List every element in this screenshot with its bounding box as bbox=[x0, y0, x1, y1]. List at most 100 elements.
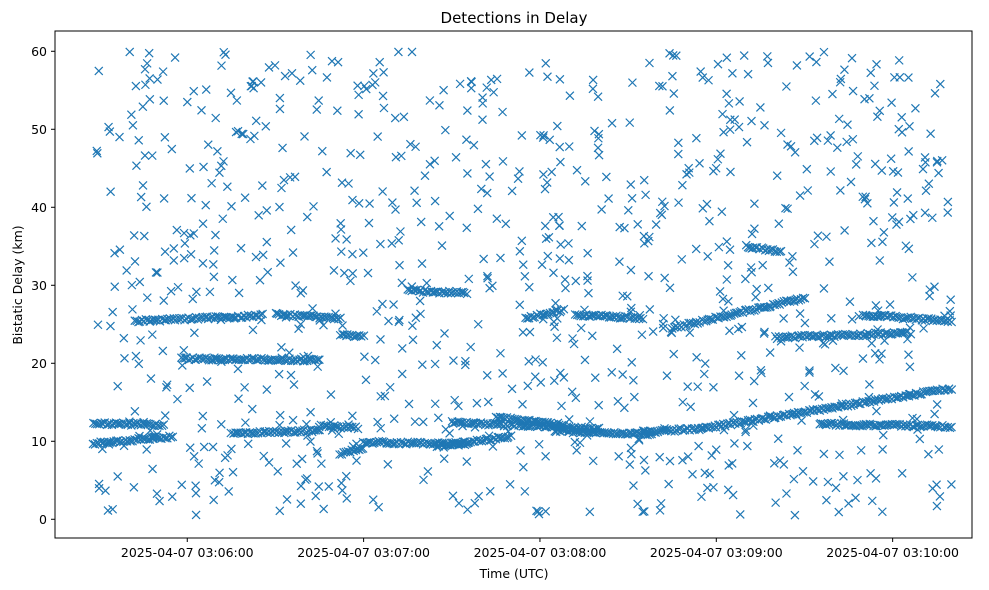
detection-point bbox=[169, 244, 179, 253]
detection-point bbox=[379, 67, 389, 77]
detection-point bbox=[359, 352, 369, 362]
detection-point bbox=[236, 243, 246, 253]
detection-point bbox=[648, 327, 658, 336]
detection-point bbox=[826, 130, 836, 140]
detection-point bbox=[338, 321, 347, 331]
detection-point bbox=[892, 220, 901, 230]
detection-point bbox=[417, 259, 427, 269]
detection-point bbox=[555, 74, 565, 84]
detection-point bbox=[233, 364, 243, 374]
detection-point bbox=[492, 214, 502, 224]
detection-point bbox=[683, 382, 693, 391]
detection-point bbox=[594, 129, 604, 139]
x-tick-label: 2025-04-07 03:08:00 bbox=[474, 545, 607, 560]
detection-point bbox=[892, 187, 902, 197]
detection-point bbox=[935, 79, 945, 89]
detection-point bbox=[747, 229, 757, 239]
detection-point bbox=[861, 192, 871, 202]
detection-point bbox=[686, 402, 696, 412]
detection-point bbox=[459, 288, 469, 298]
y-axis-label: Bistatic Delay (km) bbox=[10, 225, 25, 344]
detection-point bbox=[179, 345, 189, 355]
detection-point bbox=[822, 495, 831, 505]
y-axis: 0 10 20 30 40 50 60 bbox=[31, 44, 55, 527]
detection-point bbox=[324, 482, 334, 491]
detection-point bbox=[897, 127, 907, 137]
detection-point bbox=[138, 181, 148, 190]
detection-point bbox=[704, 75, 713, 85]
detection-point bbox=[568, 334, 577, 343]
detection-point bbox=[699, 369, 709, 379]
detection-point bbox=[723, 296, 733, 306]
detection-point bbox=[391, 205, 400, 215]
detection-point bbox=[429, 287, 439, 297]
detection-point bbox=[507, 384, 517, 394]
detection-point bbox=[878, 445, 888, 454]
detection-point bbox=[784, 392, 794, 402]
detection-point bbox=[583, 248, 593, 258]
detection-point bbox=[185, 383, 195, 393]
detection-point bbox=[113, 472, 123, 481]
detection-point bbox=[166, 286, 176, 296]
detection-point bbox=[688, 469, 697, 479]
detection-point bbox=[132, 161, 141, 171]
detection-point bbox=[639, 175, 649, 185]
detection-point bbox=[199, 162, 208, 172]
detection-point bbox=[538, 357, 548, 367]
detection-point bbox=[722, 237, 732, 246]
detection-point bbox=[544, 232, 554, 242]
detection-point bbox=[378, 187, 388, 196]
detection-point bbox=[823, 136, 833, 146]
detection-point bbox=[577, 221, 587, 231]
detection-point bbox=[258, 250, 268, 260]
detection-point bbox=[368, 495, 378, 505]
detection-point bbox=[296, 319, 306, 329]
detection-point bbox=[186, 249, 196, 259]
detection-point bbox=[636, 313, 645, 323]
detection-point bbox=[378, 299, 387, 309]
detection-point bbox=[159, 96, 169, 106]
detection-point bbox=[374, 502, 384, 512]
detection-point bbox=[787, 251, 797, 261]
detection-point bbox=[783, 204, 793, 214]
detection-point bbox=[115, 245, 125, 255]
detection-point bbox=[588, 75, 598, 85]
detection-point bbox=[208, 260, 218, 269]
detection-point bbox=[842, 137, 852, 147]
detection-point bbox=[718, 109, 727, 119]
detection-point bbox=[760, 120, 769, 130]
detection-point bbox=[160, 411, 170, 420]
detection-point bbox=[677, 180, 687, 190]
detection-point bbox=[869, 216, 878, 226]
detection-point bbox=[243, 439, 253, 449]
detection-point bbox=[862, 198, 872, 208]
detection-point bbox=[543, 251, 553, 261]
detection-point bbox=[158, 346, 168, 356]
detection-point bbox=[894, 55, 904, 65]
detection-point bbox=[665, 456, 675, 466]
detection-point bbox=[234, 288, 244, 298]
detection-point bbox=[134, 135, 144, 145]
detection-point bbox=[664, 479, 674, 489]
detection-point bbox=[472, 398, 482, 408]
detection-point bbox=[555, 142, 565, 152]
detection-point bbox=[760, 327, 769, 337]
detection-point bbox=[902, 327, 912, 337]
detection-point bbox=[820, 339, 830, 349]
detection-point bbox=[536, 377, 546, 387]
detection-point bbox=[836, 401, 846, 411]
detection-point bbox=[387, 239, 397, 248]
detection-point bbox=[498, 156, 508, 166]
detection-point bbox=[747, 116, 756, 126]
detection-point bbox=[289, 427, 299, 437]
detection-point bbox=[539, 131, 549, 140]
detection-point bbox=[538, 169, 548, 179]
detection-point bbox=[897, 468, 907, 478]
detection-point bbox=[555, 254, 565, 263]
detection-point bbox=[718, 294, 728, 304]
detection-point bbox=[288, 415, 298, 425]
detection-point bbox=[695, 158, 704, 168]
detection-point bbox=[313, 449, 322, 458]
detection-point bbox=[270, 60, 280, 70]
detection-point bbox=[742, 137, 752, 147]
